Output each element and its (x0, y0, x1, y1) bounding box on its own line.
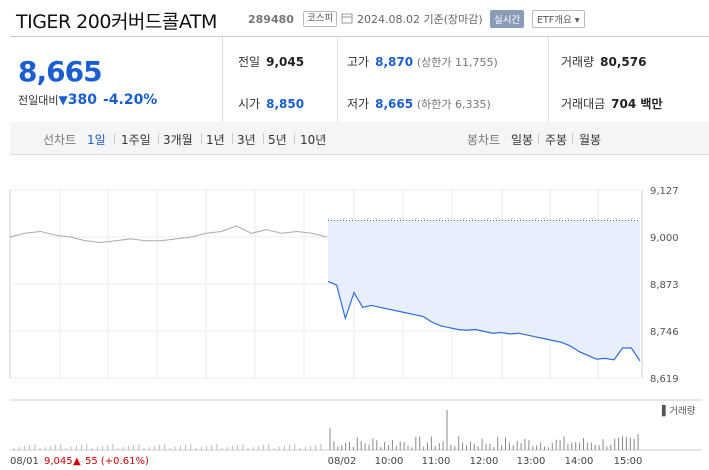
tab-10year[interactable]: 10년 (300, 133, 327, 147)
x-tick-label: 14:00 (565, 456, 594, 467)
price-box: 8,665 전일대비▼380 -4.20% (10, 37, 223, 123)
tab-1week[interactable]: 1주일 (121, 133, 151, 147)
y-tick-label: 9,000 (650, 233, 679, 244)
tab-1day[interactable]: 1일 (87, 133, 106, 147)
y-tick-label: 8,746 (650, 327, 679, 338)
change-percent: -4.20% (102, 92, 158, 108)
price-change: 전일대비▼380 -4.20% (18, 92, 157, 108)
market-badge: 코스피 (303, 11, 338, 27)
etf-overview-dropdown[interactable]: ETF개요 ▾ (532, 10, 585, 28)
change-label: 전일대비 (18, 94, 59, 107)
y-tick-label: 8,619 (650, 374, 679, 385)
footer-change: 55 (+0.61%) (85, 456, 149, 467)
line-chart-label: 선차트 (43, 133, 77, 147)
y-tick-label: 8,873 (650, 280, 679, 291)
current-price: 8,665 (18, 55, 103, 88)
volume-label: ▌거래량 (661, 405, 696, 417)
x-tick-label: 10:00 (375, 456, 404, 467)
page-title: TIGER 200커버드콜ATM (16, 11, 217, 33)
x-tick-label: 15:00 (614, 456, 643, 467)
prev-close: 전일 9,045 (238, 55, 305, 69)
open-price: 시가 8,850 (238, 97, 305, 111)
prev-day-line (9, 225, 328, 244)
y-tick-label: 9,127 (650, 186, 679, 197)
tab-daily[interactable]: 일봉 (511, 133, 534, 147)
live-button[interactable]: 실시간 (490, 10, 525, 28)
chart-tabs: 선차트 1일 1주일 3개월 1년 3년 5년 10년 봉차트 일봉 주봉 월봉 (10, 122, 709, 155)
x-tick-label: 11:00 (422, 456, 451, 467)
footer-date: 08/01 (10, 456, 39, 467)
tab-weekly[interactable]: 주봉 (545, 133, 568, 147)
x-tick-label: 13:00 (517, 456, 546, 467)
footer-up-arrow-icon: ▲ (73, 456, 81, 467)
x-tick-label: 08/02 (328, 456, 357, 467)
x-tick-label: 12:00 (470, 456, 499, 467)
low-price: 저가 8,665 (하한가 6,335) (347, 97, 491, 111)
header: TIGER 200커버드콜ATM 289480 코스피 2024.08.02 기… (0, 0, 709, 36)
today-area (328, 220, 640, 361)
change-amount: 380 (67, 92, 97, 108)
tab-monthly[interactable]: 월봉 (579, 133, 602, 147)
high-price: 고가 8,870 (상한가 11,755) (347, 55, 498, 69)
quote-panel: 8,665 전일대비▼380 -4.20% 전일 9,045 시가 8,850 고가 8… (10, 36, 709, 124)
today-line (327, 280, 641, 362)
volume: 거래량 80,576 (561, 55, 647, 69)
footer-price: 9,045 (44, 456, 73, 467)
tab-3month[interactable]: 3개월 (163, 133, 193, 147)
date-label: 2024.08.02 기준(장마감) (357, 13, 483, 26)
price-chart: 9,127 9,000 8,873 8,746 8,619 ▌거래량 08/02 10:00 1… (9, 186, 702, 467)
stock-code: 289480 (248, 13, 294, 26)
candle-chart-label: 봉차트 (467, 133, 501, 147)
calendar-icon (341, 13, 353, 24)
tab-3year[interactable]: 3년 (237, 133, 256, 147)
tab-1year[interactable]: 1년 (206, 133, 225, 147)
down-arrow-icon: ▼ (58, 93, 68, 107)
tab-5year[interactable]: 5년 (268, 133, 287, 147)
trade-amount: 거래대금 704 백만 (561, 97, 663, 111)
